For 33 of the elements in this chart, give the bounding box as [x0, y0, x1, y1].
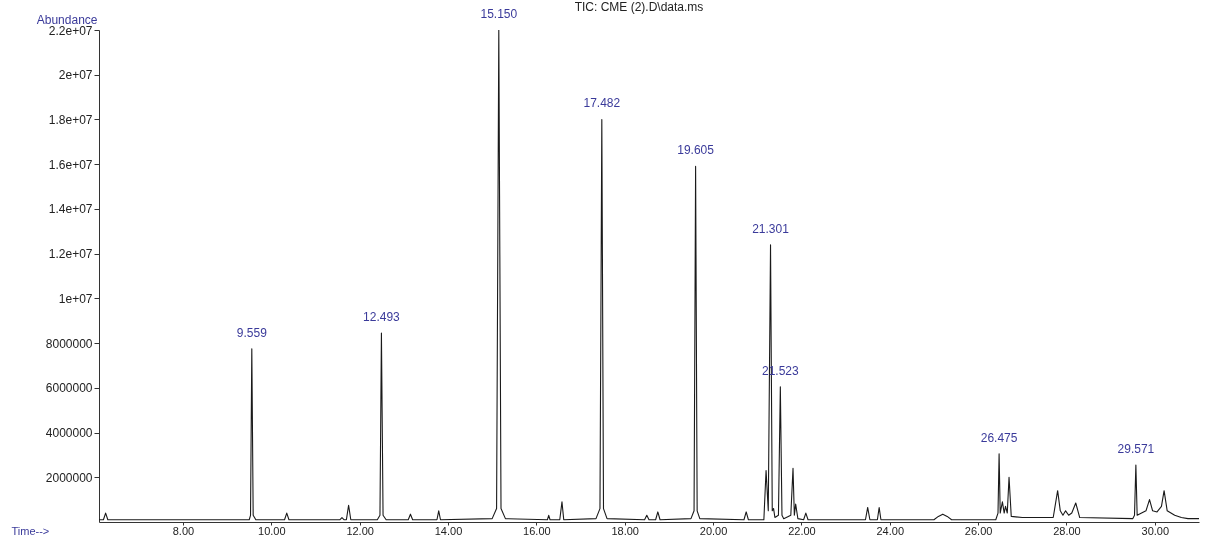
annotation: 17.482 — [583, 96, 621, 111]
annotation: 26.475 — [980, 430, 1018, 445]
x-tick-label: 20.00 — [699, 524, 728, 537]
y-tick-label: 6000000 — [45, 381, 93, 396]
chart-title: TIC: CME (2).D\data.ms — [574, 0, 704, 14]
x-tick-label: 12.00 — [346, 524, 374, 537]
x-tick-label: 18.00 — [611, 524, 639, 537]
y-tick-label: 1e+07 — [58, 291, 93, 306]
x-tick-label: 24.00 — [876, 524, 905, 537]
x-tick-label: 26.00 — [964, 524, 993, 537]
x-tick-label: 8.00 — [172, 524, 195, 537]
annotation: 21.301 — [752, 221, 790, 236]
annotation: 15.150 — [480, 7, 518, 21]
line-series — [99, 30, 1199, 521]
annotation: 9.559 — [236, 325, 268, 340]
y-tick-label: 1.2e+07 — [48, 247, 93, 262]
y-tick-label: 1.6e+07 — [48, 157, 93, 172]
annotation: 12.493 — [363, 310, 401, 325]
annotation: 29.571 — [1117, 441, 1155, 456]
y-tick-label: 4000000 — [45, 426, 93, 441]
y-tick-label: 1.4e+07 — [48, 202, 93, 217]
x-tick-label: 14.00 — [434, 524, 463, 537]
y-tick-label: 1.8e+07 — [48, 112, 93, 127]
annotation: 19.605 — [677, 143, 715, 158]
y-tick-label: 2e+07 — [58, 68, 93, 83]
x-axis-title: Time--> — [11, 524, 50, 537]
x-tick-label: 30.00 — [1141, 524, 1170, 537]
y-tick-label: 8000000 — [45, 336, 93, 351]
x-tick-label: 28.00 — [1053, 524, 1081, 537]
x-tick-label: 22.00 — [788, 524, 816, 537]
x-tick-label: 10.00 — [258, 524, 286, 537]
y-tick-label: 2000000 — [45, 470, 93, 485]
x-tick-label: 16.00 — [523, 524, 551, 537]
